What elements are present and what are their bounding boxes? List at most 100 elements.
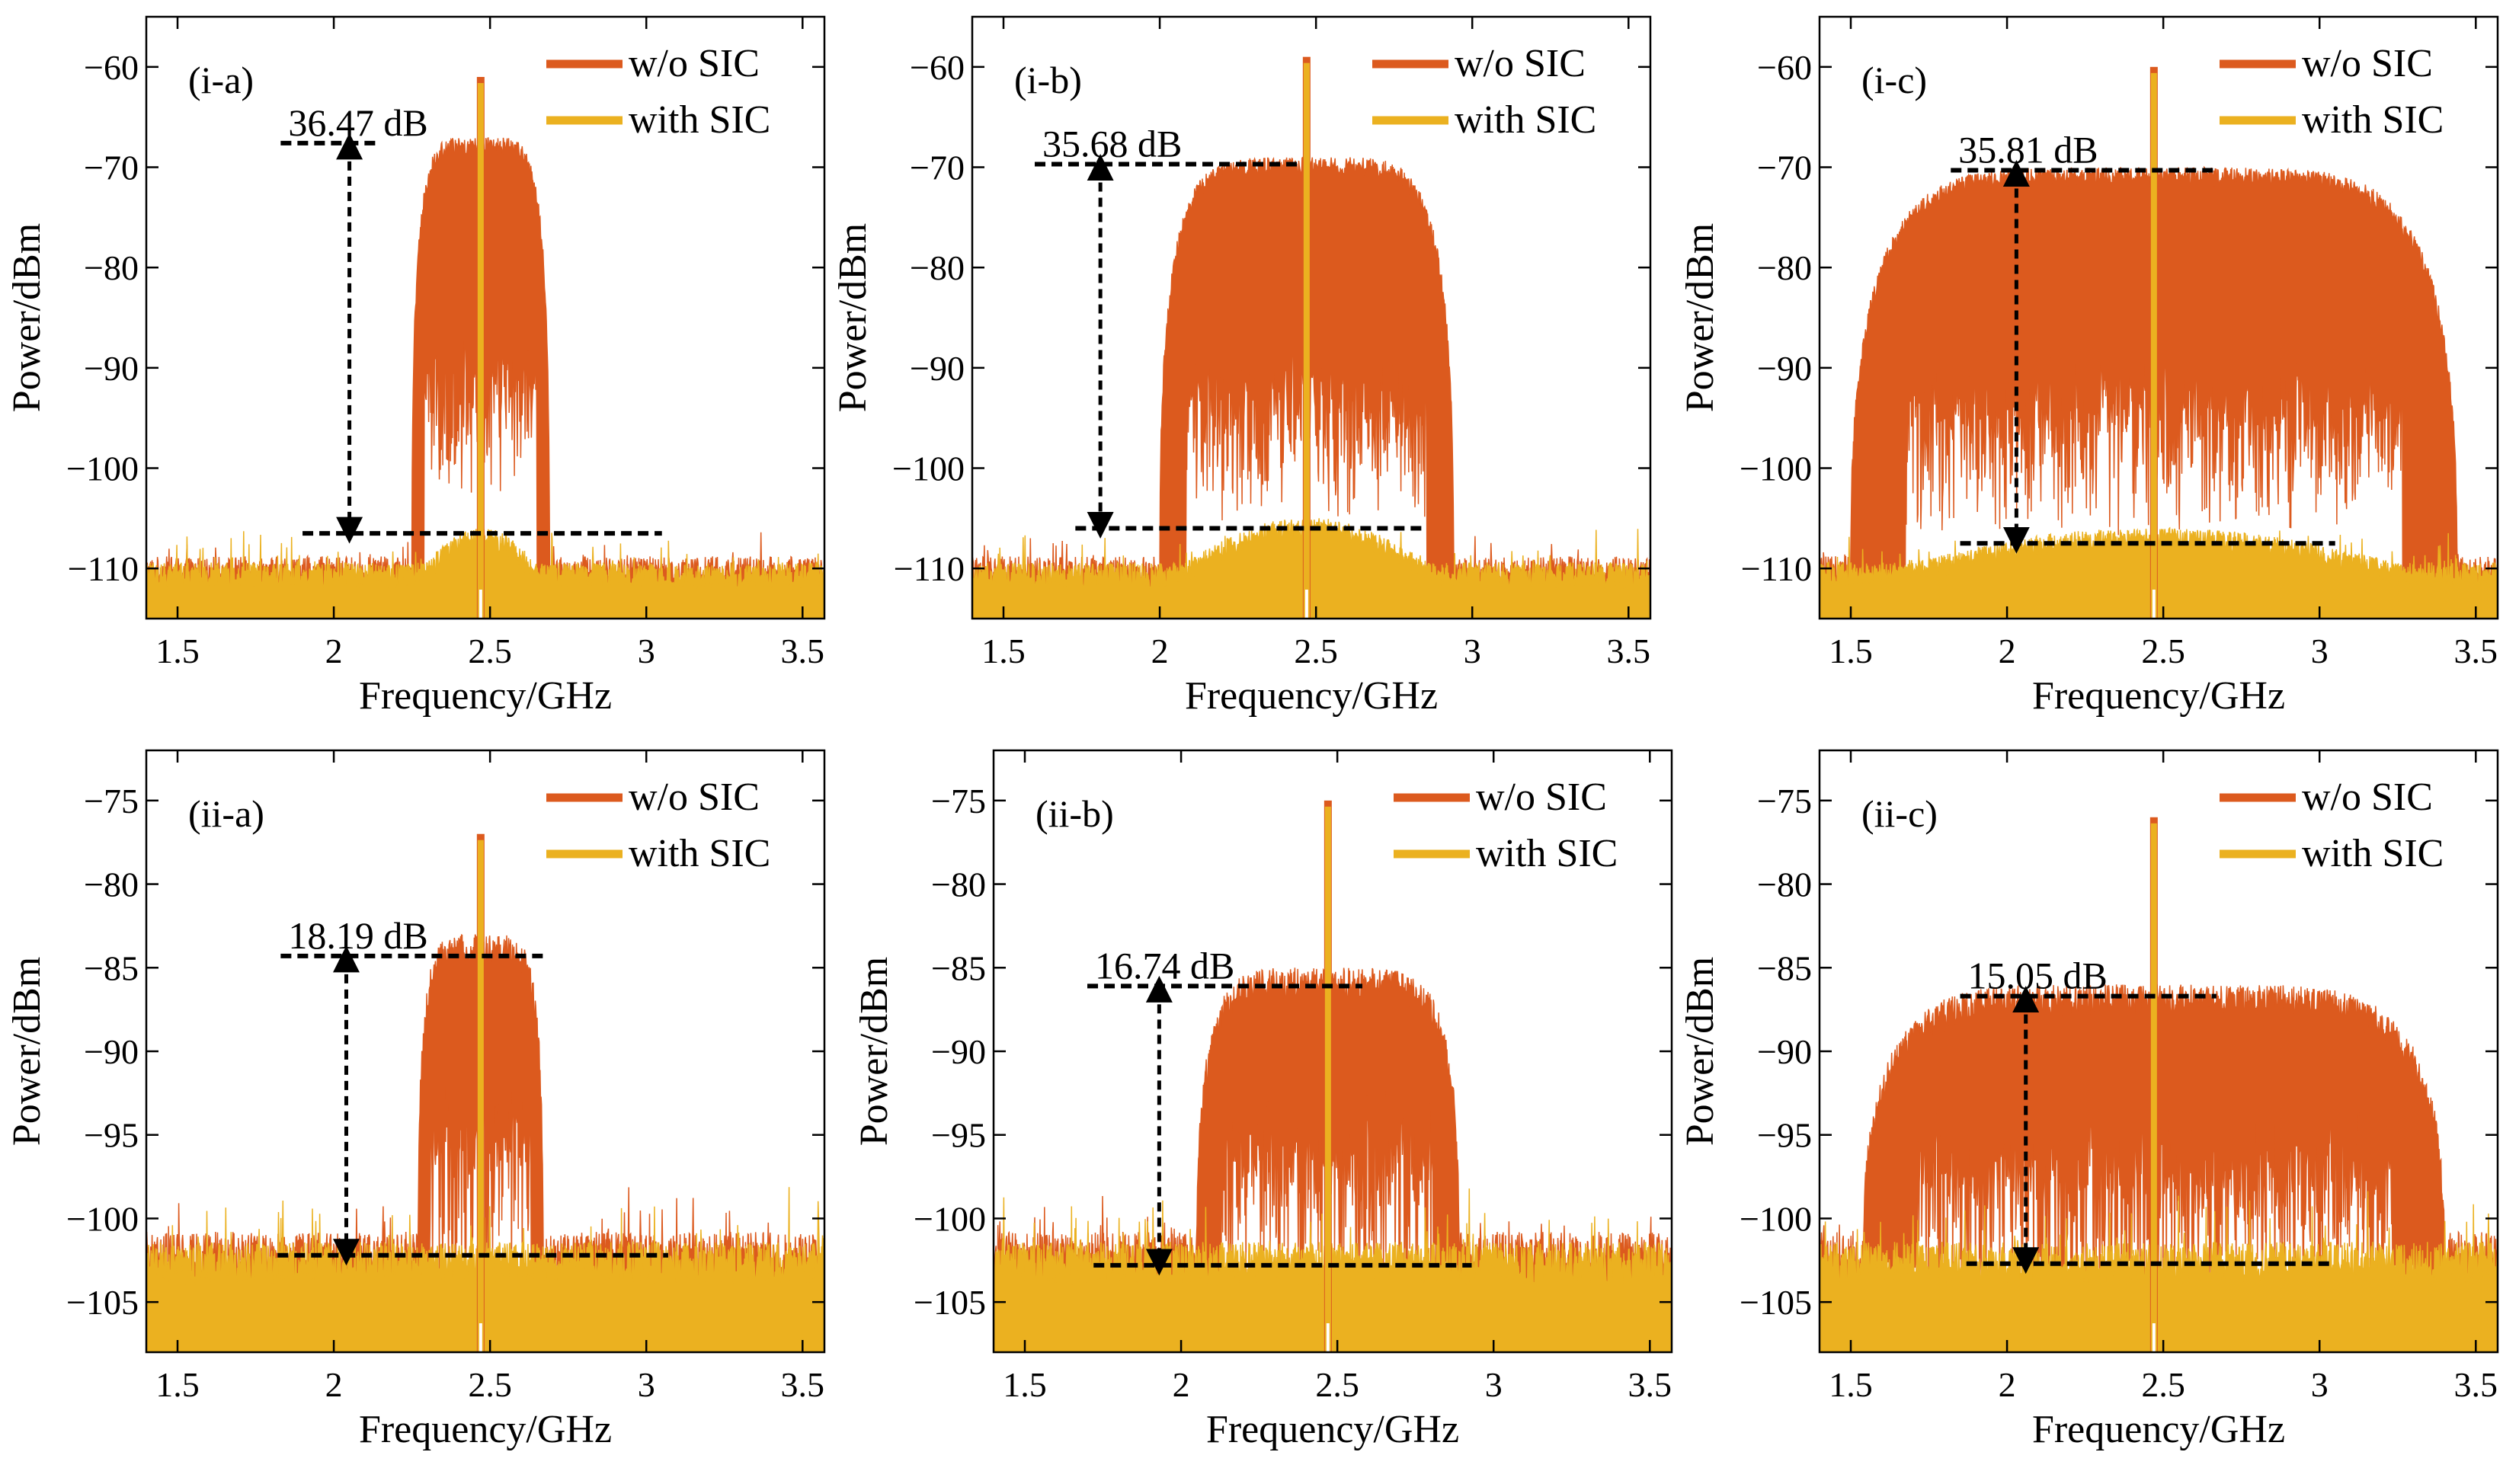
legend-label-with-sic: with SIC xyxy=(629,832,770,875)
y-tick-label: −80 xyxy=(84,248,139,287)
y-tick-label: −80 xyxy=(1757,248,1812,287)
legend: w/o SIC with SIC xyxy=(1394,776,1618,875)
carrier-peak-with-sic xyxy=(2150,823,2157,1352)
x-axis-label: Frequency/GHz xyxy=(1185,674,1438,718)
annotation-label: 36.47 dB xyxy=(288,101,427,144)
panel-i-c: 35.81 dB 1.5 2 2.5 3 3.5 −60 −70 −80 −90 −100 −110 F… xyxy=(1679,15,2499,718)
plot-area xyxy=(994,800,1672,1352)
y-tick-label: −90 xyxy=(84,1032,139,1071)
carrier-notch xyxy=(1304,590,1308,619)
annotation-label: 18.19 dB xyxy=(288,914,427,957)
y-tick-label: −80 xyxy=(910,248,965,287)
y-axis-label: Power/dBm xyxy=(831,223,875,412)
x-tick-label: 1.5 xyxy=(155,632,200,670)
axes-frame xyxy=(145,15,826,620)
x-tick-label: 3 xyxy=(2311,1365,2329,1404)
x-tick-label: 3 xyxy=(1485,1365,1503,1404)
panel-tag: (i-a) xyxy=(188,59,254,101)
carrier-peak-with-sic xyxy=(477,83,484,619)
x-tick-label: 2 xyxy=(325,632,343,670)
y-tick-label: −100 xyxy=(66,1199,139,1238)
plot-area xyxy=(1820,817,2498,1352)
x-tick-label: 3.5 xyxy=(781,1365,825,1404)
y-tick-label: −100 xyxy=(1740,449,1812,488)
carrier-notch xyxy=(1326,1323,1330,1352)
panel-i-a: 36.47 dB 1.5 2 2.5 3 3.5 −60 −70 −80 −90 −100 −110 F… xyxy=(5,15,826,718)
y-tick-label: −75 xyxy=(84,782,139,820)
x-tick-label: 3 xyxy=(638,1365,655,1404)
y-axis-label: Power/dBm xyxy=(5,957,49,1146)
plot-area xyxy=(972,56,1650,619)
carrier-peak-with-sic xyxy=(1324,806,1331,1352)
legend-label-with-sic: with SIC xyxy=(2302,98,2444,142)
x-tick-label: 3.5 xyxy=(2454,1365,2498,1404)
series-with-sic-spectrum xyxy=(1820,526,2498,619)
legend-label-wo-sic: w/o SIC xyxy=(1476,776,1607,819)
annotation-label: 35.68 dB xyxy=(1042,123,1182,165)
x-axis-label: Frequency/GHz xyxy=(2032,674,2285,718)
x-axis-label: Frequency/GHz xyxy=(1206,1408,1459,1451)
panel-ii-b: 16.74 dB 1.5 2 2.5 3 3.5 −75 −80 −85 −90 −95 −100 −1… xyxy=(853,749,1673,1451)
y-tick-label: −85 xyxy=(84,948,139,987)
y-tick-label: −100 xyxy=(914,1199,986,1238)
x-tick-label: 1.5 xyxy=(155,1365,200,1404)
annotation-label: 15.05 dB xyxy=(1968,955,2108,997)
y-tick-label: −100 xyxy=(66,449,139,488)
legend: w/o SIC with SIC xyxy=(546,42,770,142)
x-tick-label: 2.5 xyxy=(1294,632,1338,670)
x-tick-label: 1.5 xyxy=(1829,632,1873,670)
legend: w/o SIC with SIC xyxy=(2220,42,2444,142)
y-tick-label: −105 xyxy=(914,1283,986,1322)
x-tick-label: 3.5 xyxy=(2454,632,2498,670)
y-tick-label: −110 xyxy=(68,549,139,588)
legend-label-with-sic: with SIC xyxy=(2302,832,2444,875)
y-tick-label: −95 xyxy=(84,1116,139,1155)
x-tick-label: 3.5 xyxy=(1628,1365,1672,1404)
legend: w/o SIC with SIC xyxy=(1372,42,1596,142)
y-axis-label: Power/dBm xyxy=(1679,223,1722,412)
y-tick-label: −70 xyxy=(1757,149,1812,187)
x-tick-label: 1.5 xyxy=(1003,1365,1047,1404)
y-tick-label: −90 xyxy=(84,349,139,388)
legend-label-wo-sic: w/o SIC xyxy=(629,776,760,819)
x-tick-label: 3.5 xyxy=(781,632,825,670)
y-tick-label: −70 xyxy=(910,149,965,187)
y-tick-label: −60 xyxy=(1757,48,1812,87)
panel-tag: (ii-b) xyxy=(1035,792,1114,835)
y-tick-label: −105 xyxy=(66,1283,139,1322)
x-tick-label: 3 xyxy=(638,632,655,670)
panel-i-b: 35.68 dB 1.5 2 2.5 3 3.5 −60 −70 −80 −90 −100 −110 F… xyxy=(831,15,1652,718)
y-tick-label: −105 xyxy=(1740,1283,1812,1322)
plot-area xyxy=(146,833,824,1352)
x-tick-label: 2 xyxy=(1999,632,2016,670)
y-tick-label: −70 xyxy=(84,149,139,187)
legend: w/o SIC with SIC xyxy=(2220,776,2444,875)
panel-ii-a: 18.19 dB 1.5 2 2.5 3 3.5 −75 −80 −85 −90 −95 −100 −1… xyxy=(5,749,826,1451)
y-tick-label: −100 xyxy=(892,449,965,488)
y-tick-label: −110 xyxy=(894,549,965,588)
x-tick-label: 2 xyxy=(1999,1365,2016,1404)
series-wo-sic-spectrum xyxy=(1820,984,2498,1352)
legend-label-wo-sic: w/o SIC xyxy=(2302,42,2433,85)
y-tick-label: −80 xyxy=(931,865,986,904)
series-with-sic-spectrum xyxy=(1820,1191,2498,1352)
y-axis-label: Power/dBm xyxy=(5,223,49,412)
x-tick-label: 3 xyxy=(2311,632,2329,670)
y-tick-label: −90 xyxy=(931,1032,986,1071)
y-tick-label: −90 xyxy=(1757,1032,1812,1071)
panel-tag: (i-b) xyxy=(1014,59,1082,101)
x-tick-label: 1.5 xyxy=(1829,1365,1873,1404)
panel-ii-c: 15.05 dB 1.5 2 2.5 3 3.5 −75 −80 −85 −90 −95 −100 −1… xyxy=(1679,749,2499,1451)
x-tick-label: 3 xyxy=(1464,632,1481,670)
legend-label-with-sic: with SIC xyxy=(1455,98,1596,142)
y-tick-label: −95 xyxy=(931,1116,986,1155)
x-tick-label: 2.5 xyxy=(1315,1365,1359,1404)
y-axis-label: Power/dBm xyxy=(853,957,896,1146)
x-tick-label: 2.5 xyxy=(2141,1365,2185,1404)
series-wo-sic-spectrum xyxy=(1820,165,2498,619)
y-tick-label: −75 xyxy=(931,782,986,820)
x-tick-label: 2 xyxy=(325,1365,343,1404)
y-tick-label: −85 xyxy=(931,948,986,987)
legend: w/o SIC with SIC xyxy=(546,776,770,875)
